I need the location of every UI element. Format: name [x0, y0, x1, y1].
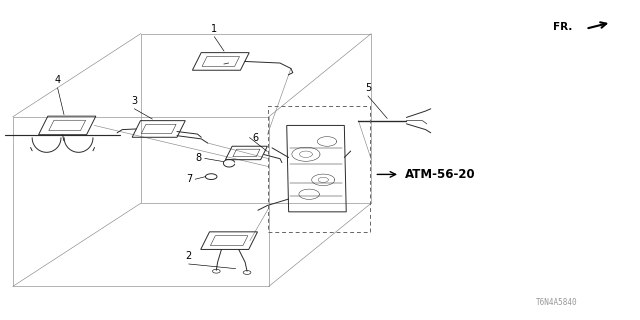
Text: T6N4A5840: T6N4A5840: [536, 298, 578, 307]
Text: 7: 7: [186, 174, 192, 184]
Text: 3: 3: [131, 96, 138, 106]
Text: 5: 5: [365, 83, 371, 93]
Text: 1: 1: [211, 24, 218, 34]
Text: 4: 4: [54, 75, 61, 85]
Text: 6: 6: [253, 132, 259, 143]
Text: 2: 2: [186, 251, 192, 261]
Text: 8: 8: [195, 153, 202, 164]
Bar: [268, 106, 370, 232]
Text: ATM-56-20: ATM-56-20: [404, 168, 475, 181]
Text: FR.: FR.: [554, 22, 573, 32]
